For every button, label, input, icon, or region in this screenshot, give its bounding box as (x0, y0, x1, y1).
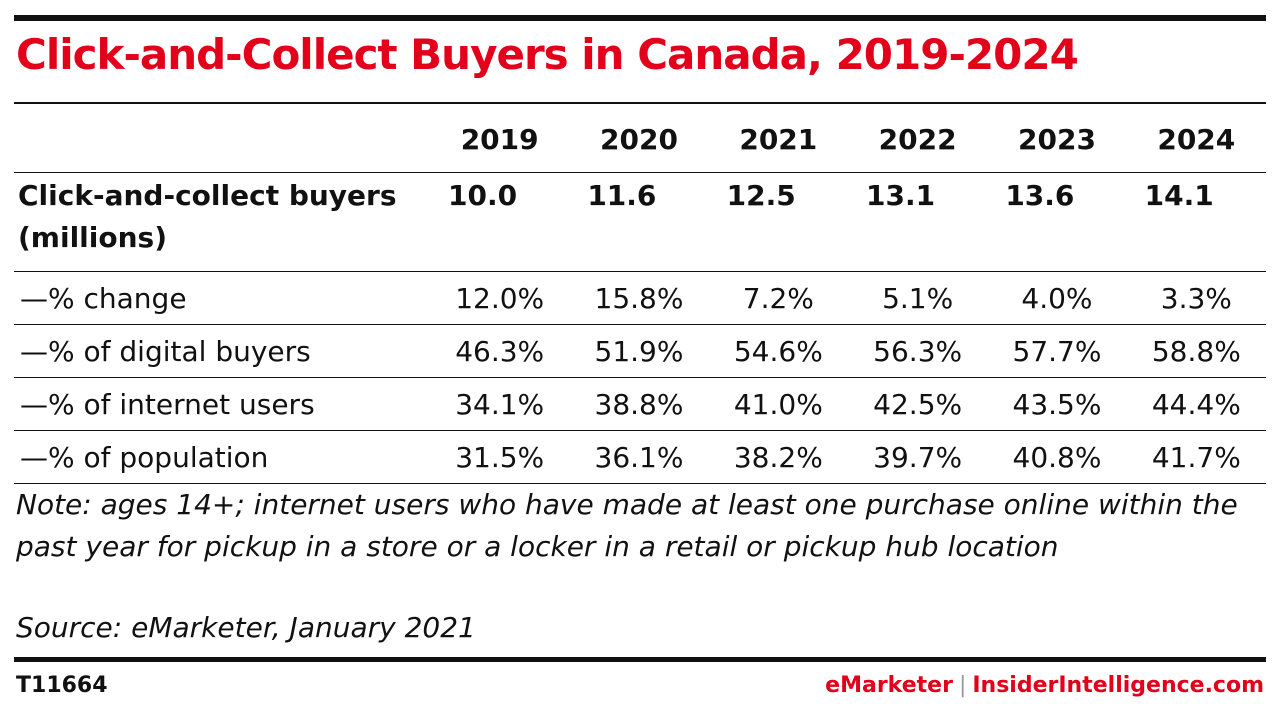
footnote: Note: ages 14+; internet users who have … (16, 488, 1238, 563)
data-cell: 57.7% (987, 324, 1127, 378)
emarketer-logo: eMarketer (825, 673, 953, 698)
row-label: —% change (14, 271, 430, 325)
data-cell: 51.9% (569, 324, 709, 378)
data-cell: 41.0% (708, 377, 848, 431)
data-cell: 40.8% (987, 430, 1127, 484)
data-cell: 7.2% (708, 271, 848, 325)
data-cell: 4.0% (987, 271, 1127, 325)
table-row-digital-buyers: —% of digital buyers 46.3% 51.9% 54.6% 5… (14, 324, 1266, 378)
year-header: 2021 (739, 122, 818, 156)
data-cell: 13.1 (847, 172, 988, 272)
data-cell: 39.7% (847, 430, 988, 484)
data-cell: 31.5% (430, 430, 570, 484)
title-rule (14, 102, 1266, 104)
data-cell: 12.5 (708, 172, 848, 272)
row-label: —% of digital buyers (14, 324, 430, 378)
data-cell: 14.1 (1126, 172, 1266, 272)
data-cell: 46.3% (430, 324, 570, 378)
brand-separator: | (958, 673, 967, 698)
data-cell: 12.0% (430, 271, 570, 325)
data-cell: 42.5% (847, 377, 988, 431)
table-row-change: —% change 12.0% 15.8% 7.2% 5.1% 4.0% 3.3… (14, 271, 1266, 325)
data-table: 2019 2020 2021 2022 2023 2024 Click-and-… (14, 104, 1266, 484)
data-cell: 11.6 (569, 172, 709, 272)
data-cell: 43.5% (987, 377, 1127, 431)
data-cell: 41.7% (1126, 430, 1266, 484)
chart-title: Click-and-Collect Buyers in Canada, 2019… (16, 30, 1079, 79)
table-row-internet-users: —% of internet users 34.1% 38.8% 41.0% 4… (14, 377, 1266, 431)
data-cell: 54.6% (708, 324, 848, 378)
insider-intelligence-link[interactable]: InsiderIntelligence.com (972, 673, 1264, 698)
top-rule (14, 15, 1266, 21)
data-cell: 15.8% (569, 271, 709, 325)
data-cell: 58.8% (1126, 324, 1266, 378)
bottom-rule (14, 657, 1266, 662)
brand-footer: eMarketer | InsiderIntelligence.com (825, 673, 1264, 698)
data-cell: 34.1% (430, 377, 570, 431)
data-cell: 38.8% (569, 377, 709, 431)
table-row-buyers: Click-and-collect buyers (millions) 10.0… (14, 172, 1266, 272)
data-cell: 38.2% (708, 430, 848, 484)
row-label: —% of population (14, 430, 430, 484)
source-line: Source: eMarketer, January 2021 (16, 611, 476, 644)
data-cell: 13.6 (987, 172, 1127, 272)
data-cell: 3.3% (1126, 271, 1266, 325)
row-label: —% of internet users (14, 377, 430, 431)
year-header: 2024 (1157, 122, 1236, 156)
row-label: Click-and-collect buyers (millions) (14, 172, 430, 272)
data-cell: 44.4% (1126, 377, 1266, 431)
year-header: 2023 (1018, 122, 1096, 156)
year-header: 2020 (600, 122, 678, 156)
data-cell: 5.1% (847, 271, 988, 325)
year-header: 2019 (460, 122, 539, 156)
table-row-population: —% of population 31.5% 36.1% 38.2% 39.7%… (14, 430, 1266, 484)
data-cell: 36.1% (569, 430, 709, 484)
data-cell: 56.3% (847, 324, 988, 378)
year-header: 2022 (878, 122, 957, 156)
header-blank-cell (14, 104, 430, 173)
chart-id: T11664 (16, 673, 108, 698)
data-cell: 10.0 (430, 172, 570, 272)
header-row: 2019 2020 2021 2022 2023 2024 (14, 104, 1266, 173)
